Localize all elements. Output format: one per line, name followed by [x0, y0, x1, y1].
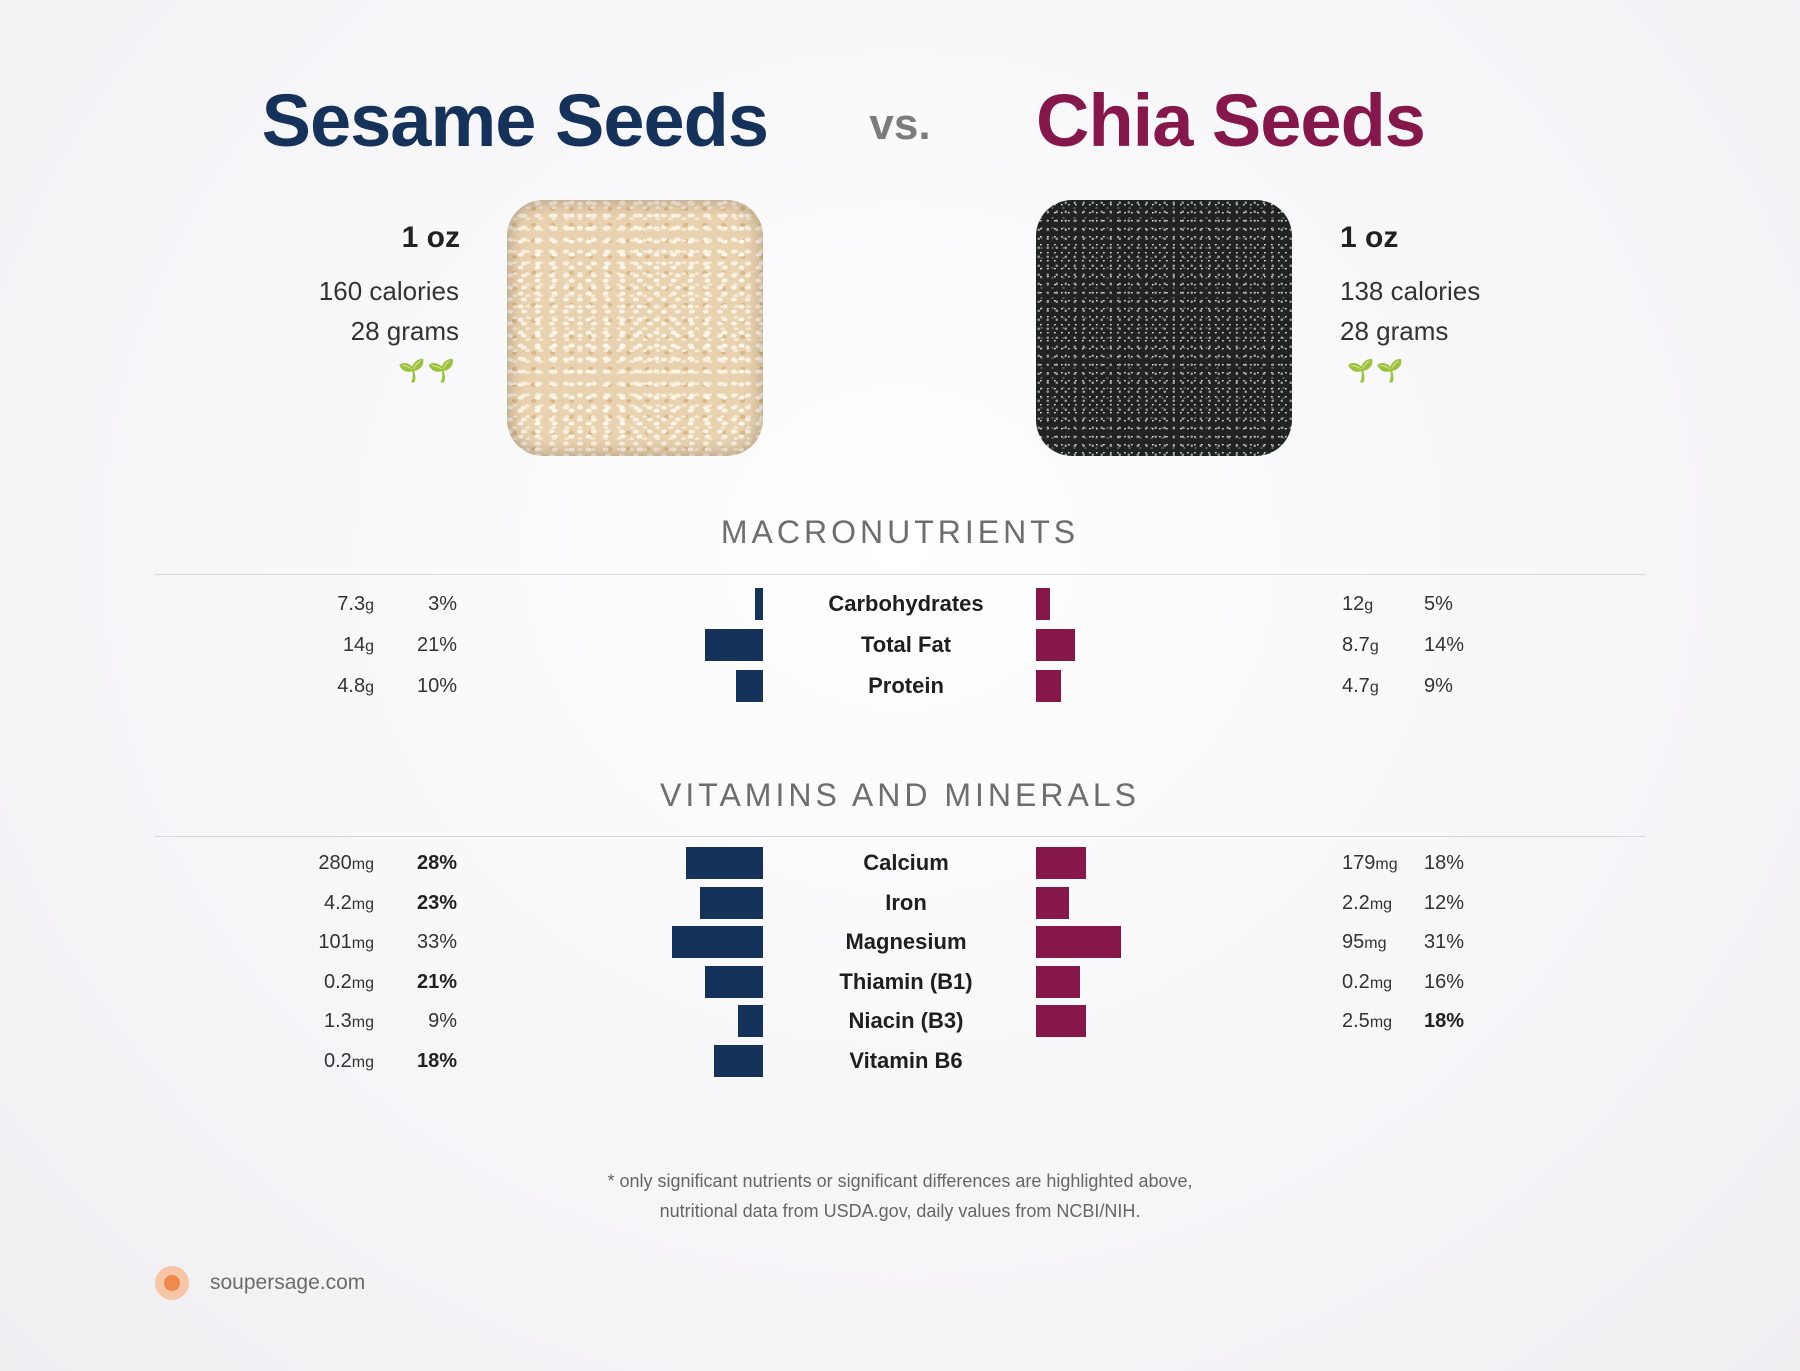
- nutrient-label-calcium: Calcium: [863, 850, 949, 875]
- nutrient-label-carbohydrates: Carbohydrates: [828, 591, 984, 616]
- sesame-percent-calcium: 28%: [416, 852, 457, 874]
- nutrient-label-thiamin-b1: Thiamin (B1): [839, 968, 973, 994]
- sesame-bar-carbohydrates: [754, 588, 763, 620]
- sesame-amount-thiamin-b1: 0.2mg: [323, 970, 374, 993]
- sesame-bar-magnesium: [672, 926, 763, 959]
- sesame-bar-protein: [735, 670, 763, 702]
- sesame-percent-protein: 10%: [416, 675, 457, 697]
- right-serving: 1 oz: [1340, 221, 1399, 254]
- left-calories: 160 calories: [318, 276, 459, 306]
- sesame-percent-total-fat: 21%: [416, 634, 457, 656]
- sesame-amount-niacin-b3: 1.3mg: [323, 1010, 374, 1033]
- sesame-amount-vitamin-b6: 0.2mg: [323, 1050, 374, 1072]
- macronutrients-title: MACRONUTRIENTS: [720, 514, 1080, 550]
- sesame-amount-iron: 4.2mg: [323, 891, 374, 914]
- chia-percent-carbohydrates: 5%: [1424, 593, 1453, 615]
- sesame-amount-carbohydrates: 7.3g: [337, 593, 374, 615]
- sesame-percent-niacin-b3: 9%: [428, 1010, 457, 1033]
- chia-bar-carbohydrates: [1036, 588, 1050, 620]
- sesame-amount-calcium: 280mg: [318, 852, 374, 874]
- chia-bar-total-fat: [1036, 629, 1075, 661]
- sesame-percent-thiamin-b1: 21%: [416, 970, 457, 993]
- chia-amount-total-fat: 8.7g: [1342, 634, 1379, 656]
- vitamins-minerals-divider: [155, 836, 1645, 837]
- sesame-bar-calcium: [686, 847, 763, 879]
- chia-amount-protein: 4.7g: [1342, 675, 1379, 697]
- footnote: * only significant nutrients or signific…: [0, 1166, 1800, 1226]
- macronutrients-divider: [155, 574, 1645, 575]
- vs-label: vs.: [869, 100, 931, 149]
- sesame-percent-carbohydrates: 3%: [428, 593, 457, 615]
- chia-bar-protein: [1036, 670, 1061, 702]
- footnote-line-1: * only significant nutrients or signific…: [607, 1171, 1193, 1191]
- right-sprout-icon: 🌱🌱: [1347, 358, 1406, 383]
- left-food-title: Sesame Seeds: [261, 79, 769, 162]
- chia-seeds-photo: [1036, 200, 1292, 456]
- vitamins-minerals-title: VITAMINS AND MINERALS: [660, 777, 1140, 813]
- right-food-title: Chia Seeds: [1036, 79, 1426, 162]
- sesame-bar-total-fat: [705, 629, 763, 661]
- sesame-amount-protein: 4.8g: [337, 675, 374, 697]
- sesame-amount-total-fat: 14g: [342, 634, 374, 656]
- nutrient-label-magnesium: Magnesium: [845, 929, 967, 955]
- chia-amount-magnesium: 95mg: [1342, 931, 1387, 954]
- chia-percent-calcium: 18%: [1424, 852, 1465, 874]
- chia-percent-iron: 12%: [1424, 891, 1465, 914]
- left-sprout-icon: 🌱🌱: [398, 358, 457, 383]
- right-grams: 28 grams: [1340, 316, 1449, 346]
- left-grams: 28 grams: [350, 316, 459, 346]
- sesame-percent-iron: 23%: [416, 891, 457, 914]
- chia-bar-calcium: [1036, 847, 1086, 879]
- sesame-percent-vitamin-b6: 18%: [416, 1050, 457, 1072]
- nutrient-label-niacin-b3: Niacin (B3): [848, 1008, 964, 1034]
- chia-bar-niacin-b3: [1036, 1005, 1086, 1038]
- nutrient-label-vitamin-b6: Vitamin B6: [849, 1048, 963, 1073]
- sesame-bar-iron: [699, 886, 763, 919]
- sesame-bar-thiamin-b1: [705, 965, 763, 998]
- sesame-bar-vitamin-b6: [713, 1045, 763, 1077]
- chia-percent-magnesium: 31%: [1424, 931, 1465, 954]
- chia-amount-carbohydrates: 12g: [1342, 593, 1374, 615]
- chia-amount-niacin-b3: 2.5mg: [1342, 1010, 1393, 1033]
- chia-amount-calcium: 179mg: [1342, 852, 1398, 874]
- sesame-seeds-photo: [507, 200, 763, 456]
- chia-percent-protein: 9%: [1424, 675, 1453, 697]
- nutrient-label-iron: Iron: [885, 889, 927, 915]
- chia-amount-iron: 2.2mg: [1342, 891, 1393, 914]
- brand-link[interactable]: soupersage.com: [210, 1271, 366, 1294]
- chia-bar-thiamin-b1: [1036, 965, 1080, 998]
- nutrient-label-total-fat: Total Fat: [860, 632, 952, 657]
- chia-percent-total-fat: 14%: [1424, 634, 1465, 656]
- nutrient-label-protein: Protein: [868, 673, 944, 698]
- left-serving: 1 oz: [401, 221, 460, 254]
- chia-percent-thiamin-b1: 16%: [1424, 970, 1465, 993]
- sesame-amount-magnesium: 101mg: [318, 931, 374, 954]
- sesame-percent-magnesium: 33%: [416, 931, 457, 954]
- chia-percent-niacin-b3: 18%: [1424, 1010, 1465, 1033]
- chia-bar-iron: [1036, 886, 1069, 919]
- chia-bar-magnesium: [1036, 926, 1122, 959]
- footnote-line-2: nutritional data from USDA.gov, daily va…: [659, 1201, 1141, 1221]
- chia-amount-thiamin-b1: 0.2mg: [1342, 970, 1393, 993]
- soupersage-logo-icon: [155, 1266, 189, 1300]
- right-calories: 138 calories: [1340, 276, 1481, 306]
- sesame-bar-niacin-b3: [738, 1005, 763, 1038]
